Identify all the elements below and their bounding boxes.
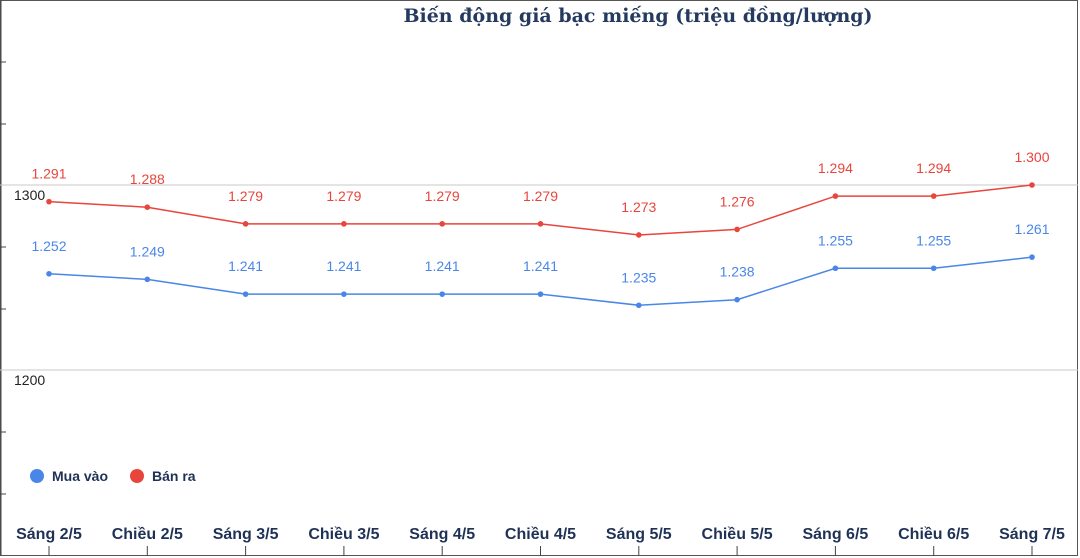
data-point-mua-vao [144, 276, 151, 283]
data-label-mua-vao: 1.241 [523, 258, 558, 274]
data-label-mua-vao: 1.241 [425, 258, 460, 274]
data-point-ban-ra [341, 221, 347, 227]
data-label-ban-ra: 1.279 [523, 188, 558, 204]
x-tick-label: Chiều 2/5 [112, 526, 183, 543]
legend-marker-mua-vao [30, 469, 44, 483]
data-label-ban-ra: 1.279 [425, 188, 460, 204]
x-tick-label: Chiều 6/5 [898, 526, 969, 543]
data-point-mua-vao [341, 291, 347, 297]
data-label-mua-vao: 1.261 [1014, 221, 1049, 237]
data-label-mua-vao: 1.238 [720, 264, 755, 280]
data-point-ban-ra [537, 221, 544, 227]
x-tick-label: Chiều 5/5 [702, 526, 773, 543]
data-point-mua-vao [439, 291, 446, 297]
data-label-ban-ra: 1.294 [916, 160, 951, 176]
data-label-ban-ra: 1.300 [1014, 149, 1049, 165]
data-point-ban-ra [46, 198, 52, 205]
legend: Mua vào Bán ra [30, 468, 196, 484]
data-label-ban-ra: 1.273 [621, 199, 656, 215]
data-point-mua-vao [832, 265, 839, 272]
data-point-ban-ra [242, 221, 249, 227]
data-label-ban-ra: 1.279 [228, 188, 263, 204]
data-point-mua-vao [1029, 254, 1035, 260]
legend-marker-ban-ra [130, 469, 145, 483]
data-label-ban-ra: 1.294 [818, 160, 853, 176]
data-point-mua-vao [636, 302, 642, 309]
legend-label-mua-vao: Mua vào [52, 468, 109, 484]
data-point-ban-ra [930, 193, 937, 199]
chart-title: Biến động giá bạc miếng (triệu đồng/lượn… [403, 5, 873, 27]
data-point-ban-ra [144, 204, 151, 210]
data-point-ban-ra [1029, 182, 1035, 188]
data-label-mua-vao: 1.255 [916, 232, 951, 248]
x-tick-label: Sáng 6/5 [802, 526, 868, 543]
data-point-mua-vao [242, 291, 249, 297]
data-label-mua-vao: 1.249 [130, 243, 165, 259]
data-point-ban-ra [636, 232, 642, 238]
data-label-mua-vao: 1.255 [818, 232, 853, 248]
legend-item-ban-ra[interactable]: Bán ra [130, 468, 196, 484]
data-label-mua-vao: 1.241 [326, 258, 361, 274]
data-label-ban-ra: 1.279 [326, 188, 361, 204]
x-tick-label: Chiều 4/5 [505, 526, 576, 543]
data-point-mua-vao [537, 291, 544, 297]
data-point-ban-ra [832, 193, 839, 199]
data-label-mua-vao: 1.252 [31, 238, 66, 254]
y-tick-label-1300: 1300 [14, 187, 45, 203]
data-label-ban-ra: 1.288 [130, 171, 165, 187]
x-tick-label: Sáng 7/5 [999, 526, 1065, 543]
legend-label-ban-ra: Bán ra [152, 468, 196, 484]
x-tick-label: Chiều 3/5 [308, 526, 379, 543]
data-point-ban-ra [439, 221, 446, 227]
y-tick-label-1200: 1200 [14, 372, 45, 388]
data-label-ban-ra: 1.291 [31, 166, 66, 182]
x-tick-label: Sáng 5/5 [606, 526, 672, 543]
data-point-mua-vao [734, 296, 740, 303]
legend-item-mua-vao[interactable]: Mua vào [30, 468, 108, 484]
data-point-ban-ra [734, 226, 740, 233]
x-tick-label: Sáng 2/5 [16, 526, 82, 543]
data-label-mua-vao: 1.241 [228, 258, 263, 274]
data-point-mua-vao [930, 265, 937, 272]
x-tick-label: Sáng 3/5 [213, 526, 279, 543]
x-tick-label: Sáng 4/5 [409, 526, 475, 543]
data-label-mua-vao: 1.235 [621, 269, 656, 285]
data-label-ban-ra: 1.276 [720, 193, 755, 209]
data-point-mua-vao [46, 271, 52, 277]
